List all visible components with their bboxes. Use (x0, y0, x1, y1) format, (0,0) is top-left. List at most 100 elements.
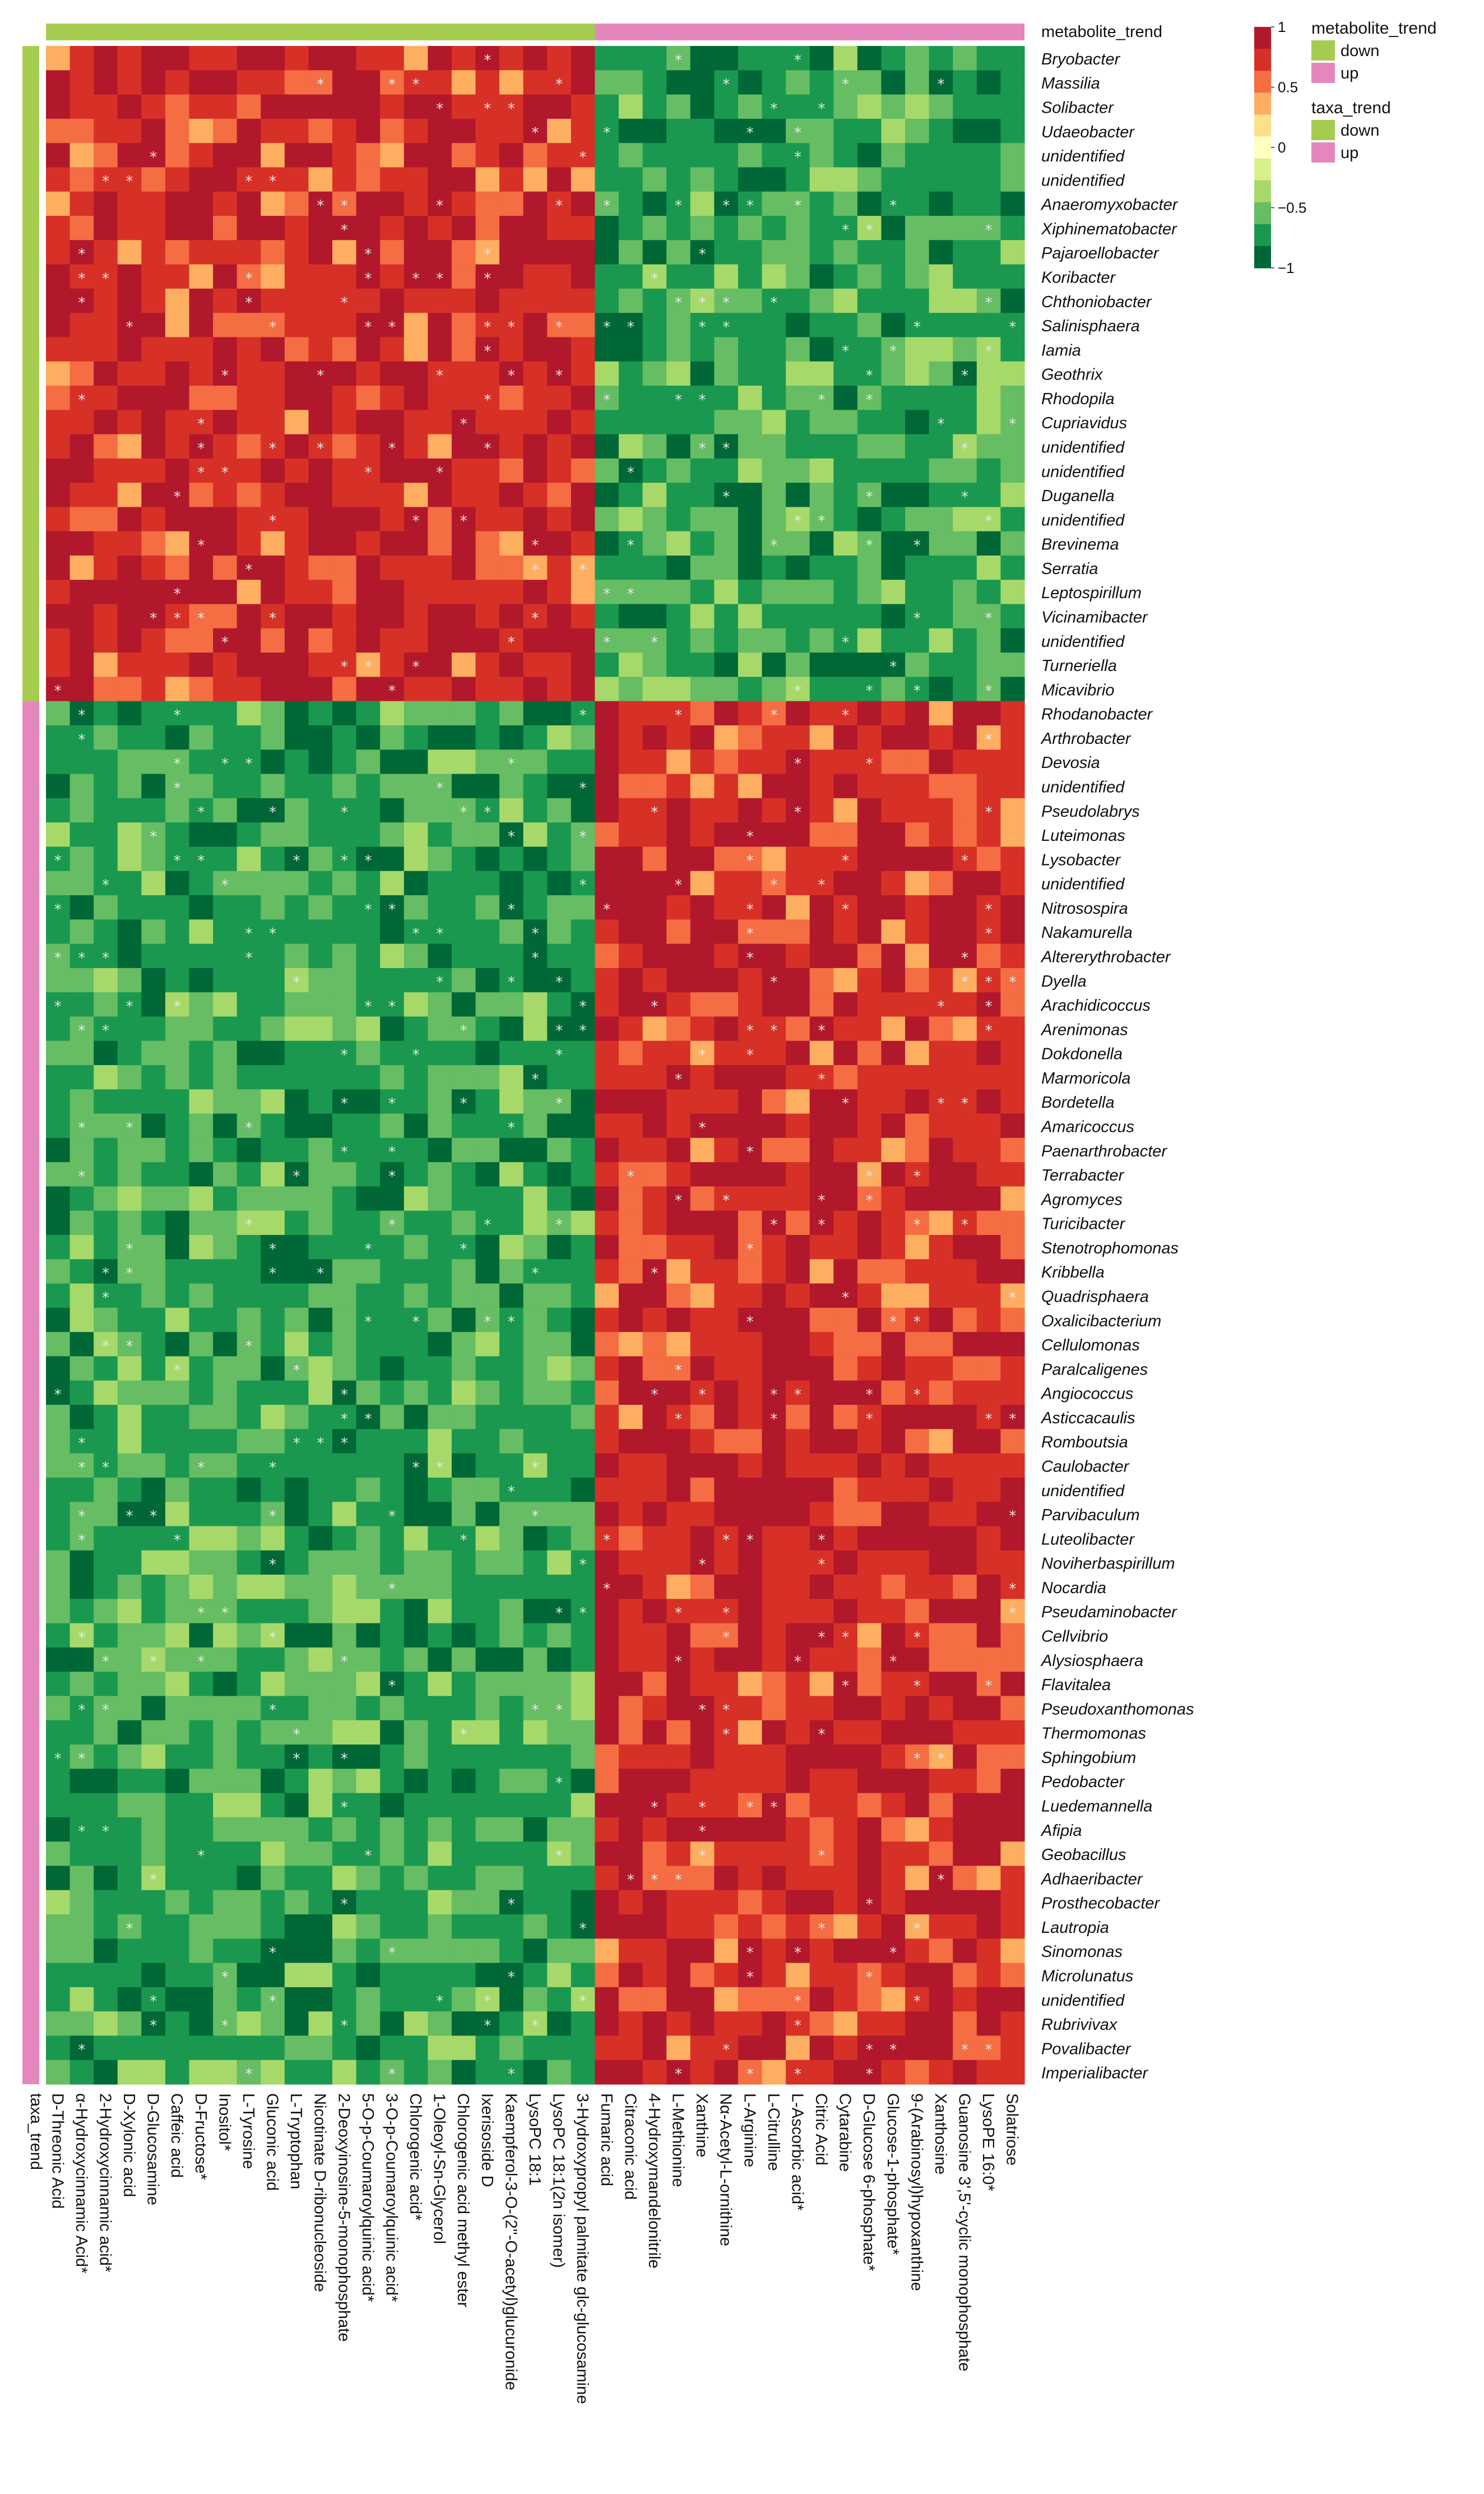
column-label: L-Methionine (669, 2093, 687, 2187)
heatmap-cell (404, 1647, 428, 1672)
significance-star: * (889, 1314, 897, 1331)
heatmap-cell (666, 70, 691, 95)
heatmap-cell (404, 1137, 428, 1163)
heatmap-cell (905, 798, 930, 823)
heatmap-cell (857, 313, 882, 338)
heatmap-cell (380, 483, 405, 508)
heatmap-cell (929, 337, 953, 362)
heatmap-cell (547, 822, 572, 848)
heatmap-cell (953, 604, 977, 629)
heatmap-cell (714, 191, 739, 216)
heatmap-cell (213, 1065, 238, 1090)
heatmap-cell (857, 1186, 882, 1211)
heatmap-cell (236, 1696, 261, 1721)
heatmap-cell (404, 1356, 428, 1381)
colorbar-tick-label: 1 (1278, 18, 1286, 35)
heatmap-cell (284, 774, 309, 799)
heatmap-cell (213, 434, 238, 459)
heatmap-cell (595, 725, 619, 750)
significance-star: * (78, 295, 85, 312)
significance-star: * (341, 853, 348, 869)
heatmap-cell (141, 70, 166, 95)
significance-star: * (532, 1702, 539, 1719)
heatmap-cell (905, 1162, 930, 1187)
heatmap-cell (881, 1841, 906, 1867)
heatmap-cell (332, 1963, 357, 1988)
heatmap-cell (332, 1210, 357, 1236)
heatmap-cell (356, 1817, 381, 1842)
heatmap-cell (690, 943, 715, 969)
heatmap-cell (523, 774, 548, 799)
heatmap-cell (261, 410, 285, 435)
heatmap-cell (833, 798, 858, 823)
column-label: L-Arginine (740, 2093, 758, 2167)
significance-star: * (460, 1532, 467, 1549)
heatmap-cell (976, 1550, 1001, 1575)
heatmap-cell (332, 1696, 357, 1721)
heatmap-cell (451, 2060, 476, 2085)
heatmap-cell (284, 216, 309, 240)
heatmap-cell (356, 191, 381, 216)
heatmap-cell (857, 1429, 882, 1454)
heatmap-cell (499, 240, 524, 265)
heatmap-cell (308, 1672, 333, 1697)
heatmap-cell (308, 386, 333, 410)
heatmap-cell (642, 1210, 667, 1236)
heatmap-cell (380, 2035, 405, 2061)
heatmap-cell (690, 507, 715, 532)
heatmap-cell (308, 604, 333, 629)
significance-star: * (579, 780, 587, 797)
heatmap-cell (786, 580, 810, 605)
heatmap-cell (976, 968, 1001, 993)
heatmap-cell (356, 1647, 381, 1672)
heatmap-cell (332, 337, 357, 362)
heatmap-cell (236, 1914, 261, 1939)
heatmap-cell (714, 1914, 739, 1939)
heatmap-cell (404, 191, 428, 216)
heatmap-cell (261, 1089, 285, 1114)
taxa-trend-axis-label: taxa_trend (27, 2093, 45, 2170)
heatmap-cell (94, 313, 118, 338)
heatmap-cell (929, 1307, 953, 1332)
heatmap-cell (213, 2011, 238, 2037)
heatmap-cell (141, 143, 166, 168)
heatmap-cell (642, 1405, 667, 1429)
significance-star: * (818, 1022, 826, 1039)
heatmap-cell (117, 216, 142, 240)
row-label: Geothrix (1041, 366, 1103, 384)
row-label: Quadrisphaera (1041, 1288, 1149, 1306)
heatmap-cell (380, 701, 405, 726)
heatmap-cell (356, 1405, 381, 1429)
heatmap-cell (595, 2060, 619, 2085)
heatmap-cell (380, 531, 405, 556)
heatmap-cell (929, 604, 953, 629)
heatmap-cell (666, 1210, 691, 1236)
heatmap-cell (141, 264, 166, 289)
heatmap-cell (356, 1502, 381, 1527)
heatmap-cell (380, 386, 405, 410)
heatmap-cell (953, 653, 977, 678)
heatmap-cell (69, 2011, 94, 2037)
significance-star: * (555, 76, 563, 93)
heatmap-cell (404, 1550, 428, 1575)
heatmap-cell (69, 1210, 94, 1236)
heatmap-cell (523, 1307, 548, 1332)
heatmap-cell (619, 1914, 643, 1939)
heatmap-cell (642, 749, 667, 775)
heatmap-cell (475, 653, 500, 678)
significance-star: * (508, 1314, 515, 1331)
heatmap-cell (523, 1866, 548, 1891)
heatmap-cell (976, 628, 1001, 653)
heatmap-cell (547, 240, 572, 265)
column-label: D-Glucosamine (144, 2093, 162, 2205)
heatmap-cell (261, 46, 285, 71)
heatmap-cell (714, 483, 739, 508)
heatmap-cell (46, 1720, 71, 1745)
significance-star: * (364, 465, 372, 482)
heatmap-cell (857, 1259, 882, 1284)
heatmap-cell (499, 580, 524, 605)
heatmap-cell (905, 1987, 930, 2012)
heatmap-cell (380, 1089, 405, 1114)
heatmap-cell (428, 1647, 452, 1672)
heatmap-cell (738, 458, 763, 483)
